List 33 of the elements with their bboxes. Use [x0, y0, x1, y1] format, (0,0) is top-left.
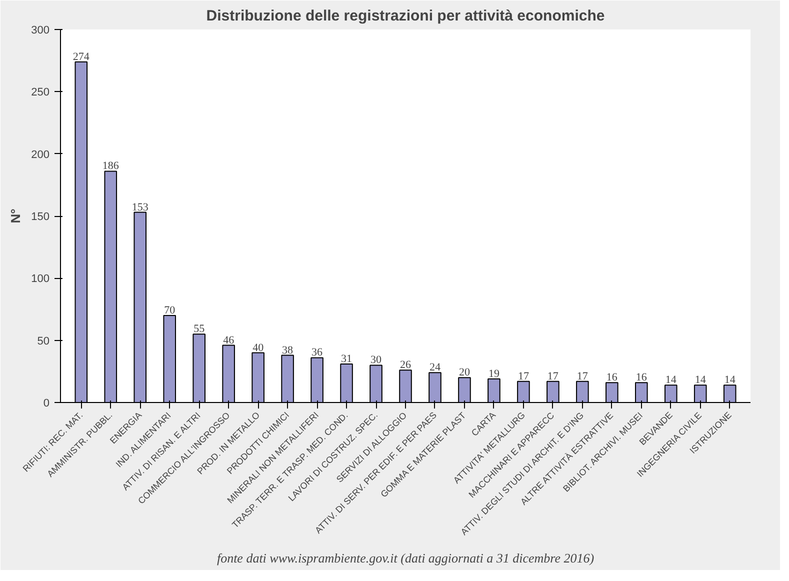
- source-note: fonte dati www.isprambiente.gov.it (dati aggiornati a 31 dicembre 2016): [216, 550, 594, 566]
- data-label: 14: [665, 374, 677, 386]
- data-label: 153: [132, 201, 149, 214]
- data-label: 24: [429, 362, 441, 374]
- data-label: 20: [458, 366, 470, 379]
- chart-title: Distribuzione delle registrazioni per attività economiche: [206, 8, 605, 24]
- data-label: 17: [547, 370, 559, 382]
- data-label: 17: [518, 370, 530, 382]
- y-tick-label: 250: [31, 86, 50, 99]
- y-axis-title: N°: [8, 208, 24, 224]
- data-label: 30: [370, 354, 382, 366]
- data-label: 38: [282, 344, 294, 356]
- data-label: 70: [164, 304, 176, 316]
- data-label: 31: [341, 352, 352, 365]
- data-label: 17: [576, 370, 588, 382]
- data-label: 46: [223, 334, 235, 346]
- y-tick-label: 150: [31, 211, 50, 223]
- data-label: 14: [694, 374, 706, 386]
- data-label: 55: [194, 323, 206, 336]
- data-label: 16: [636, 372, 648, 384]
- y-tick-label: 300: [31, 24, 50, 36]
- data-label: 274: [72, 50, 90, 63]
- data-label: 36: [312, 346, 324, 359]
- y-tick-label: 0: [43, 398, 50, 410]
- data-label: 19: [488, 368, 500, 380]
- data-label: 186: [102, 160, 120, 172]
- y-tick-label: 100: [31, 273, 50, 286]
- data-label: 14: [724, 374, 736, 386]
- data-label: 16: [606, 372, 618, 384]
- data-label: 40: [252, 342, 264, 354]
- y-tick-label: 200: [31, 148, 50, 161]
- y-tick-label: 50: [37, 335, 50, 348]
- data-label: 26: [400, 359, 412, 372]
